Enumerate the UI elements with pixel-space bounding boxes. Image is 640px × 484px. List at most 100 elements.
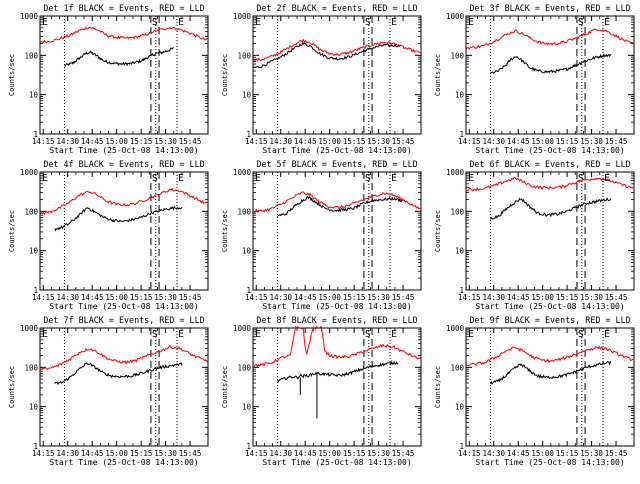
x-tick-label: 15:15 <box>556 293 579 302</box>
marker-label: E <box>468 329 474 340</box>
x-tick-label: 14:15 <box>245 137 268 146</box>
x-tick-label: 14:45 <box>507 137 530 146</box>
x-tick-label: 15:45 <box>179 137 202 146</box>
y-tick-label: 100 <box>24 51 38 60</box>
x-tick-label: 14:30 <box>269 137 292 146</box>
y-tick-label: 1000 <box>233 324 252 333</box>
events-series-line <box>252 41 401 69</box>
x-tick-label: 15:30 <box>580 137 603 146</box>
y-tick-label: 100 <box>24 363 38 372</box>
y-tick-label: 1 <box>246 442 251 451</box>
plot-frame <box>465 327 635 447</box>
x-tick-label: 15:45 <box>179 449 202 458</box>
x-tick-label: 14:30 <box>56 293 79 302</box>
lld-series-line <box>252 325 422 368</box>
chart-title: Det 1f BLACK = Events, RED = LLD <box>43 3 204 13</box>
y-tick-label: 1 <box>33 442 38 451</box>
marker-label: E <box>255 329 261 340</box>
x-tick-label: 15:00 <box>318 137 341 146</box>
y-tick-label: 10 <box>455 247 465 256</box>
y-axis-label: Counts/sec <box>221 54 229 96</box>
marker-label: E <box>178 173 184 184</box>
x-tick-label: 14:45 <box>294 137 317 146</box>
x-tick-label: 14:30 <box>482 137 505 146</box>
x-tick-label: 15:00 <box>105 293 128 302</box>
x-tick-label: 15:15 <box>130 293 153 302</box>
chart-title: Det 8f BLACK = Events, RED = LLD <box>256 315 417 325</box>
y-axis-label: Counts/sec <box>8 366 16 408</box>
y-tick-label: 10 <box>455 403 465 412</box>
y-tick-label: 1000 <box>20 12 39 21</box>
chart-title: Det 7f BLACK = Events, RED = LLD <box>43 315 204 325</box>
x-tick-label: 15:30 <box>580 293 603 302</box>
lld-series-line <box>39 187 209 215</box>
y-tick-label: 1 <box>459 286 464 295</box>
x-tick-label: 15:30 <box>154 293 177 302</box>
x-tick-label: 15:15 <box>130 449 153 458</box>
marker-label: S <box>578 173 584 184</box>
lld-series-line <box>465 28 635 50</box>
x-tick-label: 15:30 <box>367 137 390 146</box>
y-axis-label: Counts/sec <box>221 366 229 408</box>
y-tick-label: 10 <box>242 403 252 412</box>
x-axis-label: Start Time (25-Oct-08 14:13:00) <box>262 302 411 311</box>
x-tick-label: 14:15 <box>245 293 268 302</box>
chart-title: Det 5f BLACK = Events, RED = LLD <box>256 159 417 169</box>
x-tick-label: 15:15 <box>130 137 153 146</box>
x-tick-label: 14:15 <box>32 449 55 458</box>
marker-label: S <box>365 329 371 340</box>
marker-label: E <box>604 329 610 340</box>
events-series-line <box>54 362 183 385</box>
x-tick-label: 14:45 <box>507 293 530 302</box>
marker-label: E <box>391 17 397 28</box>
marker-label: E <box>42 17 48 28</box>
y-tick-label: 10 <box>455 91 465 100</box>
marker-label: E <box>468 17 474 28</box>
x-axis-label: Start Time (25-Oct-08 14:13:00) <box>475 146 624 155</box>
events-series-line <box>277 195 404 217</box>
x-tick-label: 14:30 <box>269 449 292 458</box>
y-tick-label: 1000 <box>446 12 465 21</box>
x-tick-label: 15:00 <box>531 137 554 146</box>
events-series-line <box>490 360 612 385</box>
x-tick-label: 15:15 <box>556 449 579 458</box>
marker-label: S <box>578 17 584 28</box>
events-series-line <box>490 52 612 74</box>
x-tick-label: 15:00 <box>531 449 554 458</box>
y-tick-label: 10 <box>242 247 252 256</box>
chart-title: Det 9f BLACK = Events, RED = LLD <box>469 315 630 325</box>
x-tick-label: 15:30 <box>367 449 390 458</box>
x-tick-label: 15:45 <box>605 449 628 458</box>
marker-label: S <box>152 173 158 184</box>
y-axis-label: Counts/sec <box>8 54 16 96</box>
marker-label: E <box>604 17 610 28</box>
lld-series-line <box>252 191 422 214</box>
x-tick-label: 14:45 <box>81 137 104 146</box>
marker-label: E <box>42 329 48 340</box>
chart-title: Det 3f BLACK = Events, RED = LLD <box>469 3 630 13</box>
x-tick-label: 14:15 <box>32 293 55 302</box>
x-tick-label: 15:00 <box>318 293 341 302</box>
x-tick-label: 15:45 <box>392 293 415 302</box>
y-axis-label: Counts/sec <box>434 366 442 408</box>
x-tick-label: 15:15 <box>343 449 366 458</box>
x-tick-label: 14:30 <box>482 293 505 302</box>
y-tick-label: 1000 <box>446 168 465 177</box>
x-tick-label: 15:30 <box>367 293 390 302</box>
lld-series-line <box>39 26 209 44</box>
plot-frame <box>39 171 209 291</box>
events-series-line <box>54 205 183 232</box>
y-tick-label: 1 <box>459 442 464 451</box>
x-tick-label: 14:45 <box>507 449 530 458</box>
y-axis-label: Counts/sec <box>434 210 442 252</box>
x-tick-label: 15:00 <box>105 449 128 458</box>
y-tick-label: 10 <box>29 247 39 256</box>
x-tick-label: 15:15 <box>343 293 366 302</box>
x-tick-label: 15:30 <box>154 137 177 146</box>
chart-title: Det 4f BLACK = Events, RED = LLD <box>43 159 204 169</box>
x-axis-label: Start Time (25-Oct-08 14:13:00) <box>475 302 624 311</box>
x-axis-label: Start Time (25-Oct-08 14:13:00) <box>262 146 411 155</box>
y-tick-label: 100 <box>237 363 251 372</box>
y-tick-label: 1000 <box>20 168 39 177</box>
